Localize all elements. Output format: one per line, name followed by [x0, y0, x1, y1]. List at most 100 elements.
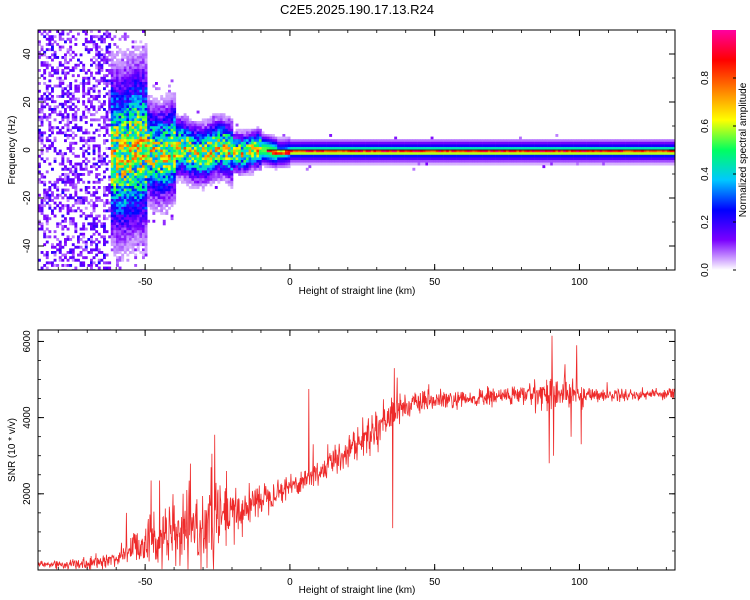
spectrogram-cell — [126, 66, 130, 70]
spectrogram-cell — [495, 141, 499, 145]
spectrogram-cell — [116, 113, 119, 117]
spectrogram-cell — [573, 141, 577, 145]
spectrogram-cell — [149, 204, 153, 208]
spectrogram-cell — [152, 175, 156, 179]
spectrogram-cell — [121, 71, 125, 75]
spectrogram-cell — [199, 136, 203, 140]
spectrogram-cell — [524, 141, 528, 145]
spectrogram-cell — [95, 225, 99, 228]
spectrogram-cell — [149, 186, 153, 189]
spectrogram-cell — [290, 144, 294, 148]
spectrogram-cell — [123, 97, 127, 101]
spectrogram-cell — [259, 147, 262, 150]
spectrogram-cell — [365, 144, 369, 148]
spectrogram-cell — [235, 136, 239, 140]
spectrogram-cell — [136, 144, 140, 148]
spectrogram-cell — [136, 162, 140, 166]
spectrogram-cell — [386, 152, 390, 156]
spectrogram-cell — [113, 79, 117, 83]
spectrogram-cell — [147, 170, 151, 174]
spectrogram-cell — [246, 154, 249, 158]
spectrogram-cell — [240, 165, 244, 169]
spectrogram-cell — [121, 248, 125, 252]
spectrogram-cell — [147, 136, 151, 140]
spectrogram-cell — [454, 144, 457, 148]
spectrogram-cell — [207, 126, 210, 130]
spectrogram-cell — [188, 173, 192, 176]
spectrogram-cell — [97, 180, 101, 184]
spectrogram-cell — [131, 69, 135, 72]
spectrogram-cell — [77, 128, 80, 132]
spectrogram-cell — [308, 149, 312, 153]
spectrogram-cell — [266, 160, 270, 163]
spectrogram-cell — [82, 225, 86, 228]
spectrogram-cell — [222, 134, 226, 137]
spectrogram-cell — [147, 147, 151, 150]
spectrogram-cell — [129, 118, 132, 122]
spectrogram-cell — [235, 144, 239, 148]
spectrogram-cell — [90, 113, 93, 117]
spectrogram-cell — [105, 48, 109, 52]
spectrogram-cell — [638, 139, 642, 143]
spectrogram-cell — [303, 152, 307, 156]
spectrogram-cell — [277, 160, 281, 163]
spectrogram-cell — [160, 193, 164, 197]
spectrogram-cell — [131, 105, 135, 109]
spectrogram-cell — [97, 144, 101, 148]
spectrogram-cell — [305, 152, 309, 156]
spectrogram-cell — [565, 141, 569, 145]
spectrogram-cell — [253, 154, 257, 158]
spectrogram-cell — [230, 126, 234, 130]
spectrogram-cell — [38, 170, 41, 174]
spectrogram-cell — [139, 139, 143, 143]
spectrogram-cell — [243, 160, 247, 163]
spectrogram-cell — [633, 160, 637, 163]
spectrogram-cell — [134, 178, 138, 182]
spectrogram-cell — [383, 160, 387, 163]
spectrogram-cell — [131, 56, 135, 59]
spectrogram-cell — [45, 115, 49, 119]
spectrogram-cell — [524, 147, 528, 150]
spectrogram-cell — [173, 102, 177, 106]
spectrogram-cell — [48, 196, 52, 200]
spectrogram-cell — [170, 154, 174, 158]
spectrogram-cell — [100, 258, 104, 262]
spectrogram-cell — [147, 97, 151, 101]
spectrogram-cell — [79, 53, 83, 57]
spectrogram-cell — [160, 126, 164, 130]
spectrogram-cell — [58, 149, 62, 153]
spectrogram-cell — [378, 147, 382, 150]
spectrogram-cell — [285, 149, 288, 153]
spectrogram-cell — [467, 141, 470, 145]
spectrogram-cell — [313, 160, 317, 163]
spectrogram-cell — [589, 154, 593, 158]
spectrogram-cell — [87, 180, 91, 184]
spectrogram-cell — [64, 100, 67, 104]
spectrogram-cell — [446, 157, 450, 161]
spectrogram-cell — [404, 157, 408, 161]
spectrogram-cell — [126, 121, 130, 124]
spectrogram-cell — [71, 147, 75, 150]
spectrogram-cell — [454, 160, 457, 163]
spectrogram-cell — [126, 217, 130, 221]
spectrogram-cell — [243, 147, 247, 150]
spectrogram-cell — [305, 141, 309, 145]
spectrogram-cell — [248, 141, 252, 145]
spectrogram-cell — [129, 71, 132, 75]
spectrogram-cell — [82, 110, 86, 114]
spectrogram-cell — [134, 61, 138, 65]
spectrogram-cell — [534, 144, 538, 148]
spectrogram-cell — [532, 139, 535, 143]
spectrogram-cell — [142, 82, 145, 85]
spectrogram-cell — [82, 79, 86, 83]
spectrogram-cell — [581, 149, 585, 153]
spectrogram-cell — [123, 245, 127, 249]
spectrogram-cell — [160, 173, 164, 176]
spectrogram-cell — [116, 240, 119, 244]
spectrogram-cell — [472, 152, 476, 156]
spectrogram-cell — [110, 74, 114, 78]
spectrogram-cell — [74, 230, 78, 234]
spectrogram-cell — [126, 180, 130, 184]
spectrogram-cell — [126, 61, 130, 65]
spectrogram-cell — [113, 243, 117, 247]
